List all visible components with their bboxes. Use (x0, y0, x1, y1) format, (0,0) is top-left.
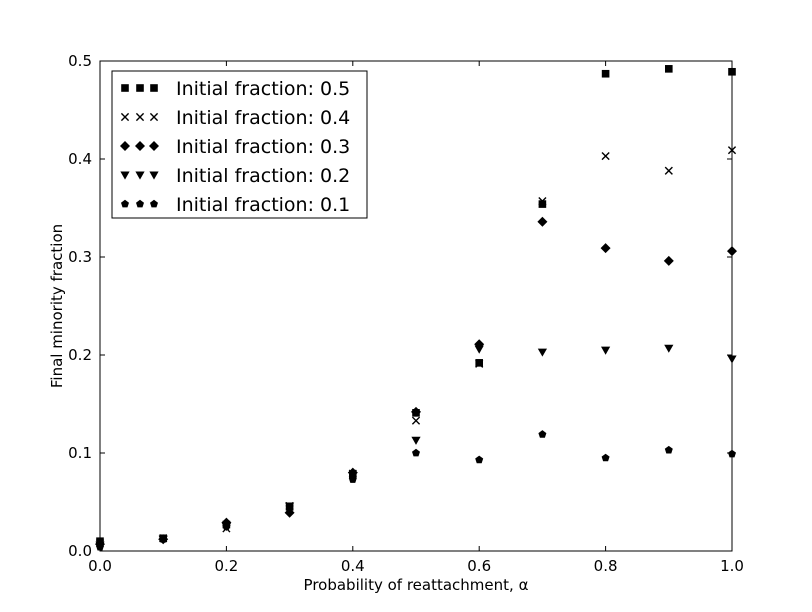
data-point (348, 475, 357, 483)
data-point (601, 151, 610, 161)
series-2 (95, 216, 737, 550)
legend-marker (136, 84, 144, 92)
legend-marker (120, 112, 130, 122)
data-point (411, 416, 421, 425)
data-point (664, 344, 674, 353)
data-point (601, 346, 611, 355)
legend-marker (149, 112, 159, 122)
data-point (538, 200, 547, 208)
legend-entry: Initial fraction: 0.1 (121, 194, 350, 216)
data-point (411, 436, 421, 445)
data-point (159, 535, 168, 543)
legend-marker (150, 84, 158, 92)
data-point (475, 359, 484, 368)
data-point (285, 502, 294, 511)
data-point (727, 355, 737, 364)
x-tick-label: 0.8 (594, 557, 618, 575)
data-point (600, 243, 611, 254)
y-tick-label: 0.3 (68, 248, 92, 266)
legend-entry: Initial fraction: 0.3 (120, 136, 350, 158)
data-point (538, 197, 547, 206)
data-point (474, 345, 484, 354)
x-tick-label: 0.0 (88, 557, 112, 575)
y-tick-label: 0.5 (68, 52, 92, 70)
data-point (601, 69, 610, 78)
legend-label: Initial fraction: 0.3 (176, 136, 350, 158)
legend-entry: Initial fraction: 0.4 (120, 107, 350, 129)
x-tick-label: 1.0 (720, 557, 744, 575)
x-axis-label: Probability of reattachment, α (304, 576, 529, 594)
legend-label: Initial fraction: 0.5 (176, 78, 350, 100)
x-tick-label: 0.6 (467, 557, 491, 575)
data-point (664, 166, 673, 175)
data-point (728, 67, 736, 76)
legend-entry: Initial fraction: 0.2 (120, 165, 350, 187)
legend-label: Initial fraction: 0.2 (176, 165, 350, 187)
legend-marker (120, 171, 130, 180)
y-tick-label: 0.2 (68, 346, 92, 364)
data-point (601, 453, 610, 462)
plot-frame (99, 60, 733, 552)
data-point (537, 216, 548, 227)
y-axis-label: Final minority fraction (48, 224, 66, 388)
x-tick-label: 0.4 (341, 557, 365, 575)
legend-entry: Initial fraction: 0.5 (121, 78, 350, 100)
data-point (537, 348, 547, 357)
data-point (664, 445, 673, 454)
data-points (95, 65, 737, 551)
data-point (663, 255, 674, 266)
data-point (475, 455, 484, 464)
legend-marker (136, 199, 144, 208)
y-tick-label: 0.4 (68, 150, 92, 168)
data-point (538, 430, 547, 438)
axis-ticks: 0.0 0.2 0.4 0.6 0.8 1.0 0.0 0.1 0.2 0.3 0.4 0.5 (68, 52, 744, 575)
y-tick-label: 0.0 (68, 542, 92, 560)
data-point (222, 522, 231, 530)
x-tick-label: 0.2 (214, 557, 238, 575)
data-point (727, 146, 737, 155)
legend-marker (149, 141, 159, 151)
y-tick-label: 0.1 (68, 444, 92, 462)
data-point (284, 507, 295, 518)
legend: Initial fraction: 0.5 Initial fraction: 0… (111, 70, 368, 219)
legend-marker (135, 112, 145, 122)
data-point (412, 448, 420, 457)
legend-label: Initial fraction: 0.1 (176, 194, 350, 216)
data-point (411, 406, 421, 417)
data-point (665, 65, 673, 73)
legend-marker (150, 199, 158, 208)
series-4 (96, 430, 736, 551)
data-point (728, 449, 736, 458)
legend-marker (149, 171, 159, 180)
legend-marker (135, 171, 145, 180)
series-3 (95, 344, 737, 550)
data-point (727, 246, 737, 257)
legend-label: Initial fraction: 0.4 (176, 107, 350, 129)
legend-marker (121, 199, 129, 208)
data-point (96, 542, 104, 551)
legend-marker (135, 141, 145, 151)
legend-marker (120, 141, 130, 151)
legend-marker (121, 84, 129, 92)
